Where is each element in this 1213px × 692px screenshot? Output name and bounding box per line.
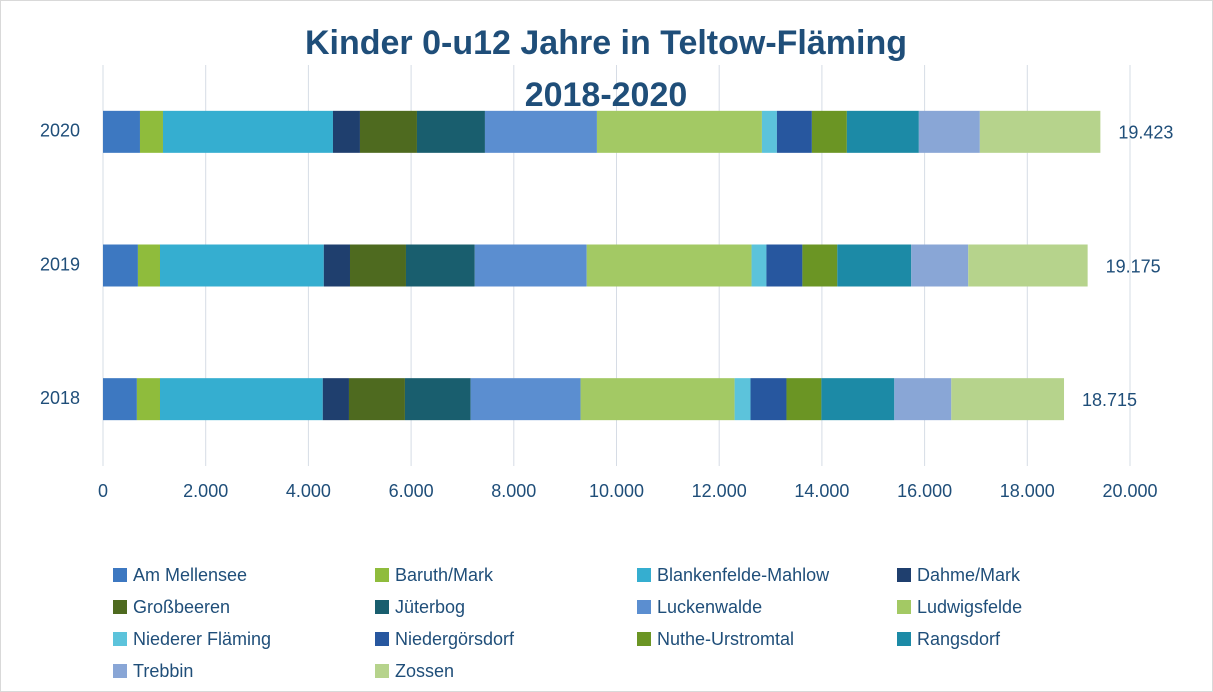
bar-segment (918, 110, 980, 153)
legend-label: Zossen (395, 661, 454, 681)
bar-segment (323, 244, 350, 287)
legend-label: Nuthe-Urstromtal (657, 629, 794, 649)
legend-label: Dahme/Mark (917, 565, 1021, 585)
legend-swatch (897, 600, 911, 614)
x-tick-label: 20.000 (1102, 481, 1157, 501)
y-tick-label: 2020 (40, 121, 80, 141)
legend-label: Baruth/Mark (395, 565, 494, 585)
x-tick-label: 2.000 (183, 481, 228, 501)
bar-segment (136, 378, 160, 421)
bar-segment (761, 110, 777, 153)
bar-segment (580, 378, 735, 421)
legend-swatch (897, 568, 911, 582)
total-label: 19.423 (1118, 123, 1173, 143)
chart-title: Kinder 0-u12 Jahre in Teltow-Fläming (305, 24, 907, 62)
legend-swatch (113, 664, 127, 678)
bar-segment (484, 110, 597, 153)
bar-segment (750, 378, 787, 421)
bar-segment (139, 110, 163, 153)
bar-segment (162, 110, 333, 153)
bar-segment (348, 378, 405, 421)
bar-segment (474, 244, 587, 287)
legend-label: Niedergörsdorf (395, 629, 515, 649)
legend-label: Ludwigsfelde (917, 597, 1022, 617)
legend-label: Rangsdorf (917, 629, 1001, 649)
bar-segment (405, 244, 475, 287)
bar-segment (951, 378, 1065, 421)
legend-swatch (113, 632, 127, 646)
legend-swatch (637, 568, 651, 582)
y-tick-label: 2018 (40, 388, 80, 408)
bar-segment (766, 244, 803, 287)
legend-swatch (897, 632, 911, 646)
bar-segment (103, 244, 138, 287)
total-label: 18.715 (1082, 390, 1137, 410)
legend-label: Jüterbog (395, 597, 465, 617)
bar-segment (751, 244, 767, 287)
bar-segment (911, 244, 969, 287)
legend-label: Am Mellensee (133, 565, 247, 585)
bar-segment (821, 378, 895, 421)
legend-label: Trebbin (133, 661, 193, 681)
x-tick-label: 16.000 (897, 481, 952, 501)
legend-swatch (113, 600, 127, 614)
bar-segment (586, 244, 752, 287)
legend-swatch (375, 664, 389, 678)
bar-segment (776, 110, 812, 153)
legend-label: Luckenwalde (657, 597, 762, 617)
legend-label: Niederer Fläming (133, 629, 271, 649)
bar-segment (359, 110, 417, 153)
bar-segment (802, 244, 838, 287)
bar-segment (159, 244, 324, 287)
x-tick-label: 10.000 (589, 481, 644, 501)
chart-title: 2018-2020 (525, 76, 688, 114)
bar-segment (786, 378, 822, 421)
x-tick-label: 12.000 (692, 481, 747, 501)
legend-swatch (375, 568, 389, 582)
x-tick-label: 14.000 (794, 481, 849, 501)
bar-segment (979, 110, 1101, 153)
bar-segment (159, 378, 323, 421)
legend-swatch (113, 568, 127, 582)
bar-segment (894, 378, 952, 421)
x-tick-label: 8.000 (491, 481, 536, 501)
x-tick-label: 4.000 (286, 481, 331, 501)
bar-segment (811, 110, 847, 153)
bar-segment (470, 378, 581, 421)
legend-swatch (637, 632, 651, 646)
bar-segment (968, 244, 1088, 287)
x-tick-label: 0 (98, 481, 108, 501)
legend-swatch (375, 600, 389, 614)
bar-segment (846, 110, 919, 153)
bar-segment (837, 244, 912, 287)
y-tick-label: 2019 (40, 254, 80, 274)
bar-segment (103, 110, 140, 153)
legend-label: Großbeeren (133, 597, 230, 617)
bar-segment (137, 244, 160, 287)
legend-label: Blankenfelde-Mahlow (657, 565, 830, 585)
bar-segment (349, 244, 406, 287)
legend-swatch (637, 600, 651, 614)
bar-segment (596, 110, 762, 153)
x-tick-label: 6.000 (389, 481, 434, 501)
legend-swatch (375, 632, 389, 646)
bar-segment (734, 378, 751, 421)
bar-segment (332, 110, 360, 153)
bar-segment (103, 378, 137, 421)
total-label: 19.175 (1106, 256, 1161, 276)
bar-segment (416, 110, 485, 153)
bar-segment (322, 378, 349, 421)
bar-segment (404, 378, 471, 421)
x-tick-label: 18.000 (1000, 481, 1055, 501)
